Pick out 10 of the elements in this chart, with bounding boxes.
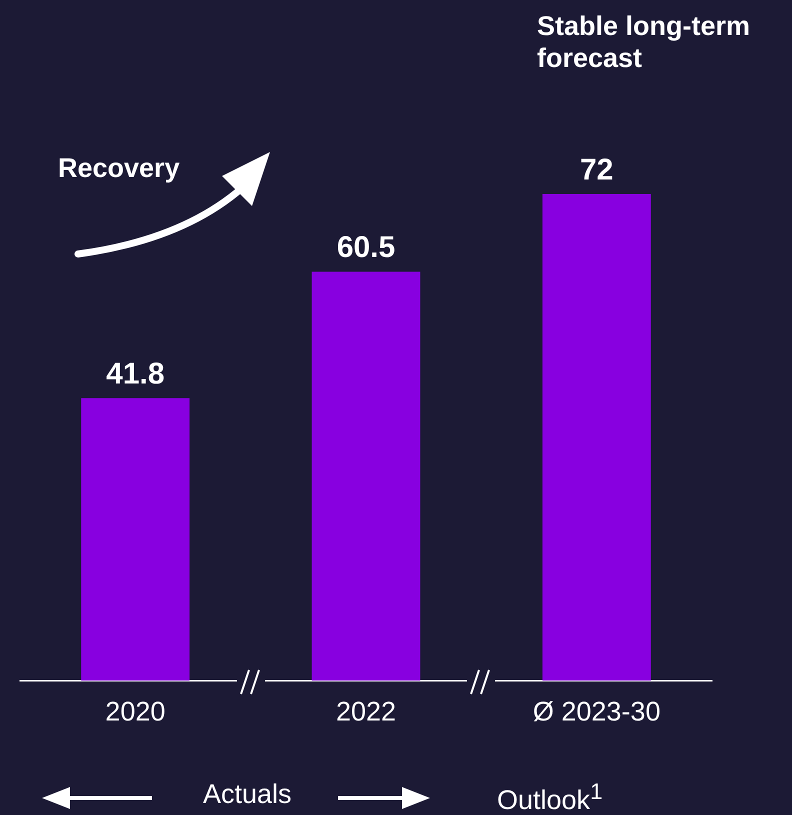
data-label: 41.8 xyxy=(106,357,165,390)
x-tick-label: 2022 xyxy=(336,696,396,726)
text: Recovery xyxy=(58,152,180,184)
data-label: 72 xyxy=(580,153,614,186)
text: Actuals xyxy=(203,778,292,810)
x-tick-label: Ø 2023-30 xyxy=(532,696,660,726)
x-tick-label: 2020 xyxy=(105,696,166,726)
text: Stable long-term forecast xyxy=(537,10,752,75)
text: Outlook$^{1}$ xyxy=(497,778,603,815)
data-label: 60.5 xyxy=(336,231,396,264)
